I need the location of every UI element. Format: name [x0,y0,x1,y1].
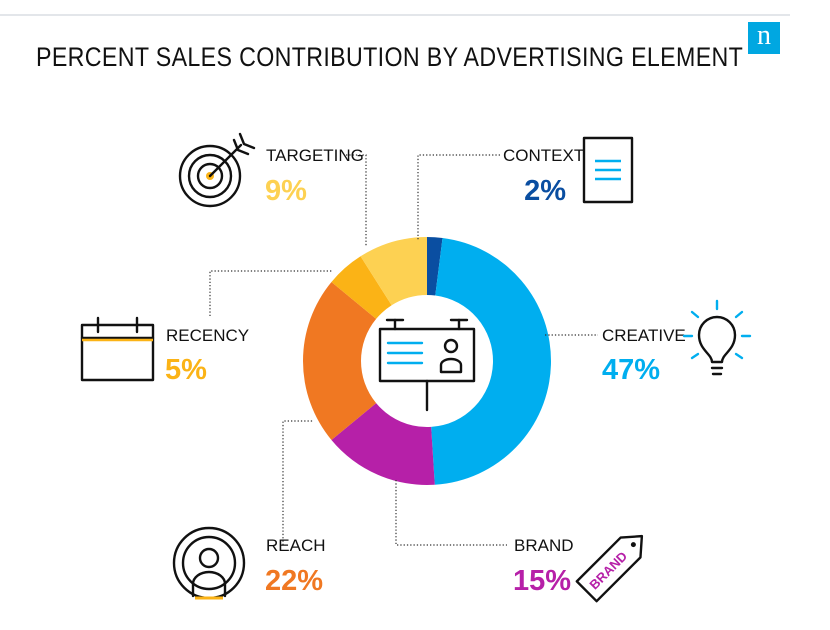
page-title: PERCENT SALES CONTRIBUTION BY ADVERTISIN… [36,42,744,72]
context-label: CONTEXT [503,146,584,165]
leader-lines [209,154,598,546]
brand-label: BRAND [514,536,574,555]
slice-recency [331,256,392,319]
slice-reach [302,281,377,441]
brand-tag-text: BRAND [586,549,630,593]
nielsen-logo: n [748,22,780,54]
reach-label: REACH [266,536,326,555]
slice-context [427,237,443,296]
leader-reach [282,420,313,545]
leader-targeting [346,154,367,246]
leader-brand [395,480,507,546]
recency-calendar-icon [80,316,155,382]
billboard-icon [378,318,476,412]
slice-creative [431,237,552,485]
slice-brand [331,403,435,485]
brand-tag-icon: BRAND [575,534,644,603]
creative-lightbulb-icon [682,299,752,376]
header-rule [0,14,790,16]
targeting-target-arrow-icon [178,132,256,208]
reach-broadcast-person-icon [172,526,246,600]
slice-targeting [360,237,427,306]
recency-label: RECENCY [166,326,249,345]
brand-pct: 15% [513,565,571,597]
context-document-icon [582,136,634,204]
context-pct: 2% [524,175,566,207]
leader-context [417,154,500,240]
creative-label: CREATIVE [602,326,686,345]
creative-pct: 47% [602,354,660,386]
donut-slices [302,237,552,485]
reach-pct: 22% [265,565,323,597]
targeting-pct: 9% [265,175,307,207]
recency-pct: 5% [165,354,207,386]
targeting-label: TARGETING [266,146,364,165]
